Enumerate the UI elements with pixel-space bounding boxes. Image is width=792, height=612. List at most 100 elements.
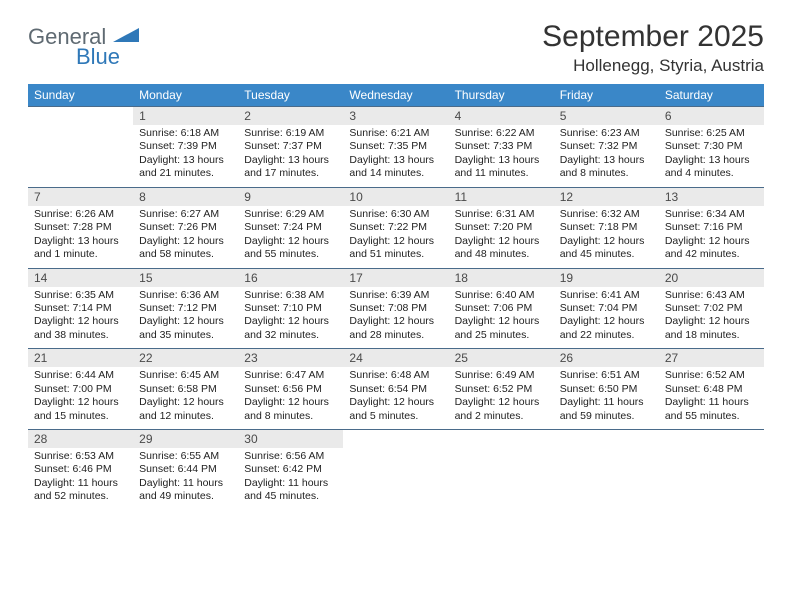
day-number: 17 [343,268,448,287]
week-daynum-row: 282930 [28,430,764,449]
week-detail-row: Sunrise: 6:53 AMSunset: 6:46 PMDaylight:… [28,448,764,510]
sunset-text: Sunset: 7:33 PM [455,140,548,153]
daylight-text: Daylight: 12 hours and 32 minutes. [244,315,337,342]
daylight-text: Daylight: 12 hours and 51 minutes. [349,235,442,262]
day-details: Sunrise: 6:26 AMSunset: 7:28 PMDaylight:… [28,206,133,268]
dayhead-sun: Sunday [28,84,133,107]
daylight-text: Daylight: 11 hours and 49 minutes. [139,477,232,504]
sunrise-text: Sunrise: 6:34 AM [665,208,758,221]
day-number [343,430,448,449]
day-details: Sunrise: 6:27 AMSunset: 7:26 PMDaylight:… [133,206,238,268]
daylight-text: Daylight: 12 hours and 38 minutes. [34,315,127,342]
day-details: Sunrise: 6:31 AMSunset: 7:20 PMDaylight:… [449,206,554,268]
sunset-text: Sunset: 6:56 PM [244,383,337,396]
sunrise-text: Sunrise: 6:27 AM [139,208,232,221]
daylight-text: Daylight: 12 hours and 45 minutes. [560,235,653,262]
sunset-text: Sunset: 7:06 PM [455,302,548,315]
daylight-text: Daylight: 12 hours and 58 minutes. [139,235,232,262]
day-number: 18 [449,268,554,287]
day-details: Sunrise: 6:19 AMSunset: 7:37 PMDaylight:… [238,125,343,187]
calendar-table: Sunday Monday Tuesday Wednesday Thursday… [28,84,764,510]
day-number: 11 [449,187,554,206]
daylight-text: Daylight: 13 hours and 8 minutes. [560,154,653,181]
sunrise-text: Sunrise: 6:38 AM [244,289,337,302]
dayhead-sat: Saturday [659,84,764,107]
sunset-text: Sunset: 6:42 PM [244,463,337,476]
day-number: 25 [449,349,554,368]
sunset-text: Sunset: 7:35 PM [349,140,442,153]
week-daynum-row: 123456 [28,107,764,126]
sunrise-text: Sunrise: 6:55 AM [139,450,232,463]
sunset-text: Sunset: 7:39 PM [139,140,232,153]
sunrise-text: Sunrise: 6:48 AM [349,369,442,382]
header: General Blue September 2025 Hollenegg, S… [28,20,764,76]
sunrise-text: Sunrise: 6:36 AM [139,289,232,302]
daylight-text: Daylight: 13 hours and 1 minute. [34,235,127,262]
sunrise-text: Sunrise: 6:18 AM [139,127,232,140]
week-detail-row: Sunrise: 6:18 AMSunset: 7:39 PM Daylight:… [28,125,764,187]
daylight-text: Daylight: 12 hours and 55 minutes. [244,235,337,262]
sunrise-text: Sunrise: 6:43 AM [665,289,758,302]
day-details: Sunrise: 6:51 AMSunset: 6:50 PMDaylight:… [554,367,659,429]
sunrise-text: Sunrise: 6:40 AM [455,289,548,302]
week-detail-row: Sunrise: 6:44 AMSunset: 7:00 PMDaylight:… [28,367,764,429]
day-number: 7 [28,187,133,206]
sunset-text: Sunset: 7:14 PM [34,302,127,315]
daylight-text: Daylight: 13 hours and 14 minutes. [349,154,442,181]
day-details: Sunrise: 6:29 AMSunset: 7:24 PMDaylight:… [238,206,343,268]
day-details: Sunrise: 6:39 AMSunset: 7:08 PMDaylight:… [343,287,448,349]
day-details: Sunrise: 6:22 AMSunset: 7:33 PMDaylight:… [449,125,554,187]
title-block: September 2025 Hollenegg, Styria, Austri… [542,20,764,76]
daylight-text: Daylight: 12 hours and 42 minutes. [665,235,758,262]
day-details: Sunrise: 6:41 AMSunset: 7:04 PMDaylight:… [554,287,659,349]
sunset-text: Sunset: 7:26 PM [139,221,232,234]
day-details: Sunrise: 6:40 AMSunset: 7:06 PMDaylight:… [449,287,554,349]
sunset-text: Sunset: 6:52 PM [455,383,548,396]
day-number: 13 [659,187,764,206]
day-header-row: Sunday Monday Tuesday Wednesday Thursday… [28,84,764,107]
day-number: 1 [133,107,238,126]
sunset-text: Sunset: 7:02 PM [665,302,758,315]
week-detail-row: Sunrise: 6:35 AMSunset: 7:14 PMDaylight:… [28,287,764,349]
day-number: 28 [28,430,133,449]
daylight-text: Daylight: 11 hours and 55 minutes. [665,396,758,423]
day-details: Sunrise: 6:35 AMSunset: 7:14 PMDaylight:… [28,287,133,349]
sunrise-text: Sunrise: 6:35 AM [34,289,127,302]
day-details: Sunrise: 6:48 AMSunset: 6:54 PMDaylight:… [343,367,448,429]
daylight-text: Daylight: 12 hours and 8 minutes. [244,396,337,423]
day-details: Sunrise: 6:36 AMSunset: 7:12 PMDaylight:… [133,287,238,349]
sunset-text: Sunset: 7:16 PM [665,221,758,234]
sunrise-text: Sunrise: 6:21 AM [349,127,442,140]
week-daynum-row: 21222324252627 [28,349,764,368]
sunset-text: Sunset: 7:37 PM [244,140,337,153]
day-details: Sunrise: 6:30 AMSunset: 7:22 PMDaylight:… [343,206,448,268]
day-number: 14 [28,268,133,287]
day-number [554,430,659,449]
logo: General Blue [28,24,139,70]
sunset-text: Sunset: 7:30 PM [665,140,758,153]
day-details [28,125,133,187]
sunrise-text: Sunrise: 6:23 AM [560,127,653,140]
day-number: 9 [238,187,343,206]
day-number: 19 [554,268,659,287]
day-number: 29 [133,430,238,449]
day-details: Sunrise: 6:18 AMSunset: 7:39 PMDaylight:… [133,125,238,187]
day-number: 12 [554,187,659,206]
day-number: 16 [238,268,343,287]
sunset-text: Sunset: 7:10 PM [244,302,337,315]
daylight-text: Daylight: 12 hours and 12 minutes. [139,396,232,423]
day-number [659,430,764,449]
day-number: 22 [133,349,238,368]
day-number: 26 [554,349,659,368]
sunset-text: Sunset: 6:46 PM [34,463,127,476]
sunset-text: Sunset: 6:50 PM [560,383,653,396]
sunrise-text: Sunrise: 6:52 AM [665,369,758,382]
day-details [343,448,448,510]
day-number [28,107,133,126]
day-details: Sunrise: 6:53 AMSunset: 6:46 PMDaylight:… [28,448,133,510]
sunrise-text: Sunrise: 6:47 AM [244,369,337,382]
sunrise-text: Sunrise: 6:41 AM [560,289,653,302]
sunset-text: Sunset: 6:54 PM [349,383,442,396]
day-details: Sunrise: 6:52 AMSunset: 6:48 PMDaylight:… [659,367,764,429]
day-number: 30 [238,430,343,449]
